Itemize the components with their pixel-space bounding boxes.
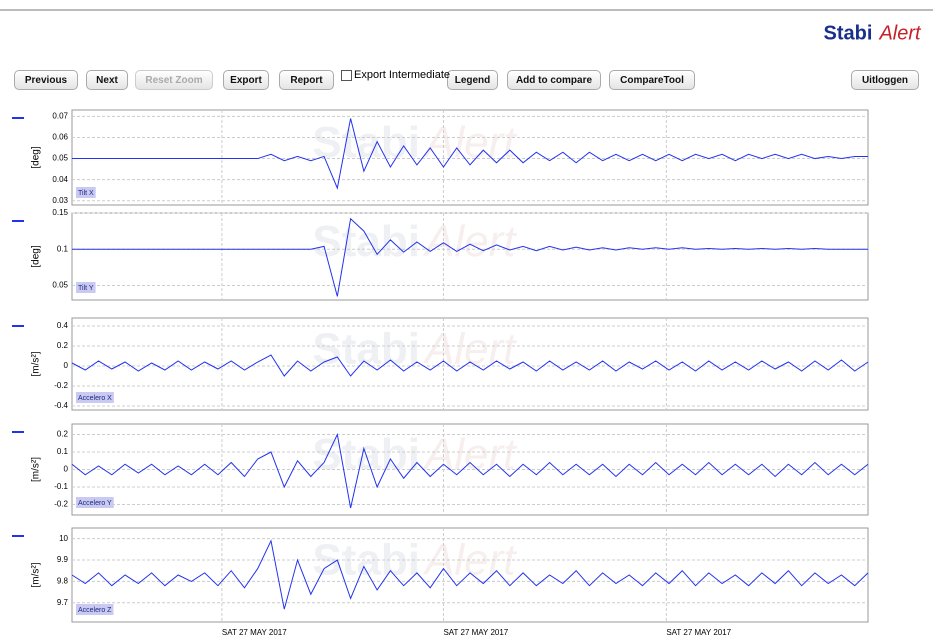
y-tick-label: -0.2 <box>54 381 68 390</box>
button[interactable]: Previous <box>14 70 78 90</box>
y-tick-label: 0.15 <box>52 208 68 217</box>
y-tick-label: -0.2 <box>54 500 68 509</box>
x-tick-label: SAT 27 MAY 2017 <box>222 628 287 637</box>
y-tick-label: 0.05 <box>52 281 68 290</box>
series-line <box>71 539 869 610</box>
y-tick-label: 9.8 <box>57 577 69 586</box>
y-tick-label: 0.2 <box>57 341 69 350</box>
series-label-bg <box>76 282 96 293</box>
y-tick-label: 0 <box>64 361 69 370</box>
y-tick-label: 10 <box>59 534 68 543</box>
button[interactable]: Add to compare <box>507 70 601 90</box>
button[interactable]: Export <box>223 70 269 90</box>
button[interactable]: Legend <box>447 70 498 90</box>
y-tick-label: 0.1 <box>57 244 69 253</box>
y-tick-label: 0.07 <box>52 111 68 120</box>
series-line <box>72 217 868 297</box>
watermark: Stabi <box>312 118 420 167</box>
logo-right: Alert <box>878 22 922 44</box>
checkbox-box[interactable] <box>341 69 352 81</box>
x-tick-label: SAT 27 MAY 2017 <box>666 628 731 637</box>
series-label: Tilt Y <box>78 285 94 292</box>
y-tick-label: 0.05 <box>52 154 68 163</box>
y-tick-label: 9.9 <box>57 555 69 564</box>
y-tick-label: 0 <box>64 465 69 474</box>
series-label: Accelero Z <box>78 607 112 614</box>
y-axis-label: [m/s²] <box>31 562 42 587</box>
series-label: Accelero Y <box>78 500 112 507</box>
y-axis-label: [m/s²] <box>31 457 42 482</box>
series-label-bg <box>76 604 114 615</box>
series-label-bg <box>76 497 114 508</box>
checkbox-label: Export Intermediate <box>354 69 450 81</box>
y-tick-label: 0.4 <box>57 321 69 330</box>
watermark: Alert <box>422 217 517 266</box>
series-line <box>71 354 869 377</box>
watermark: Alert <box>422 325 517 374</box>
button[interactable]: Report <box>279 70 334 90</box>
y-tick-label: -0.4 <box>54 401 68 410</box>
series-line <box>72 118 868 190</box>
plot-frame <box>71 109 869 206</box>
x-tick-label: SAT 27 MAY 2017 <box>443 628 508 637</box>
y-tick-label: -0.1 <box>54 482 68 491</box>
y-axis-label: [deg] <box>31 245 42 267</box>
watermark: Alert <box>422 118 517 167</box>
y-tick-label: 0.03 <box>52 196 68 205</box>
watermark: Stabi <box>312 325 420 374</box>
y-tick-label: 0.1 <box>57 447 69 456</box>
series-label-bg <box>76 187 96 198</box>
checkbox[interactable]: Export Intermediate <box>341 69 450 81</box>
y-tick-label: 0.06 <box>52 133 68 142</box>
y-axis-label: [m/s²] <box>31 351 42 376</box>
button[interactable]: Uitloggen <box>851 70 919 90</box>
y-tick-label: 9.7 <box>57 598 69 607</box>
y-tick-label: 0.04 <box>52 175 68 184</box>
series-label: Accelero X <box>78 395 112 402</box>
y-axis-label: [deg] <box>31 146 42 168</box>
logo-left: Stabi <box>824 22 873 44</box>
watermark: Stabi <box>312 217 420 266</box>
series-label: Tilt X <box>78 190 94 197</box>
y-tick-label: 0.2 <box>57 430 69 439</box>
watermark: Alert <box>422 430 517 479</box>
button[interactable]: Next <box>86 70 128 90</box>
series-line <box>71 432 869 509</box>
button: Reset Zoom <box>135 70 213 90</box>
button[interactable]: CompareTool <box>609 70 695 90</box>
series-label-bg <box>76 392 114 403</box>
plot-frame <box>71 317 869 411</box>
